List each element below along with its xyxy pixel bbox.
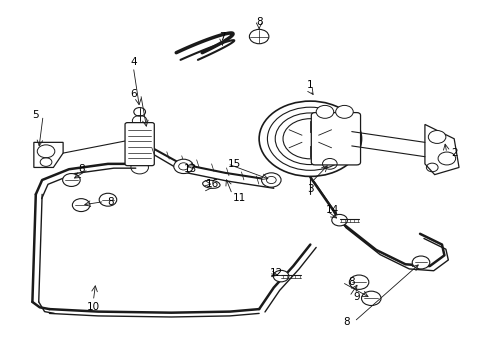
Circle shape (72, 199, 90, 212)
Text: 9: 9 (353, 292, 359, 302)
Circle shape (131, 161, 148, 174)
Text: 5: 5 (32, 111, 39, 121)
Circle shape (249, 30, 268, 44)
Text: 8: 8 (343, 317, 349, 327)
Circle shape (283, 119, 337, 159)
Circle shape (427, 131, 445, 143)
Text: 4: 4 (130, 57, 136, 67)
Circle shape (331, 215, 346, 226)
Text: 7: 7 (219, 32, 225, 41)
Circle shape (316, 105, 333, 118)
Text: 13: 13 (184, 164, 197, 174)
Text: 8: 8 (107, 197, 114, 207)
Circle shape (273, 270, 288, 282)
Text: 14: 14 (325, 206, 338, 216)
Circle shape (173, 159, 193, 174)
Text: 3: 3 (306, 184, 313, 194)
Text: 8: 8 (255, 17, 262, 27)
Text: 2: 2 (450, 148, 457, 158)
Circle shape (62, 174, 80, 186)
Circle shape (99, 193, 117, 206)
Circle shape (361, 291, 380, 306)
Text: 8: 8 (78, 164, 84, 174)
Text: 12: 12 (269, 268, 282, 278)
Circle shape (335, 105, 352, 118)
Circle shape (437, 152, 455, 165)
Circle shape (261, 173, 281, 187)
Polygon shape (34, 142, 63, 167)
Circle shape (348, 275, 368, 289)
FancyBboxPatch shape (125, 123, 154, 166)
Text: 1: 1 (306, 80, 313, 90)
Text: 11: 11 (232, 193, 246, 203)
Text: 8: 8 (348, 277, 354, 287)
Circle shape (259, 101, 361, 176)
Text: 16: 16 (206, 179, 219, 189)
Polygon shape (424, 125, 458, 175)
Text: 10: 10 (86, 302, 100, 312)
Text: 15: 15 (228, 159, 241, 169)
FancyBboxPatch shape (311, 113, 360, 165)
Text: 6: 6 (130, 89, 136, 99)
Circle shape (132, 116, 147, 126)
Circle shape (411, 256, 429, 269)
Circle shape (37, 145, 55, 158)
